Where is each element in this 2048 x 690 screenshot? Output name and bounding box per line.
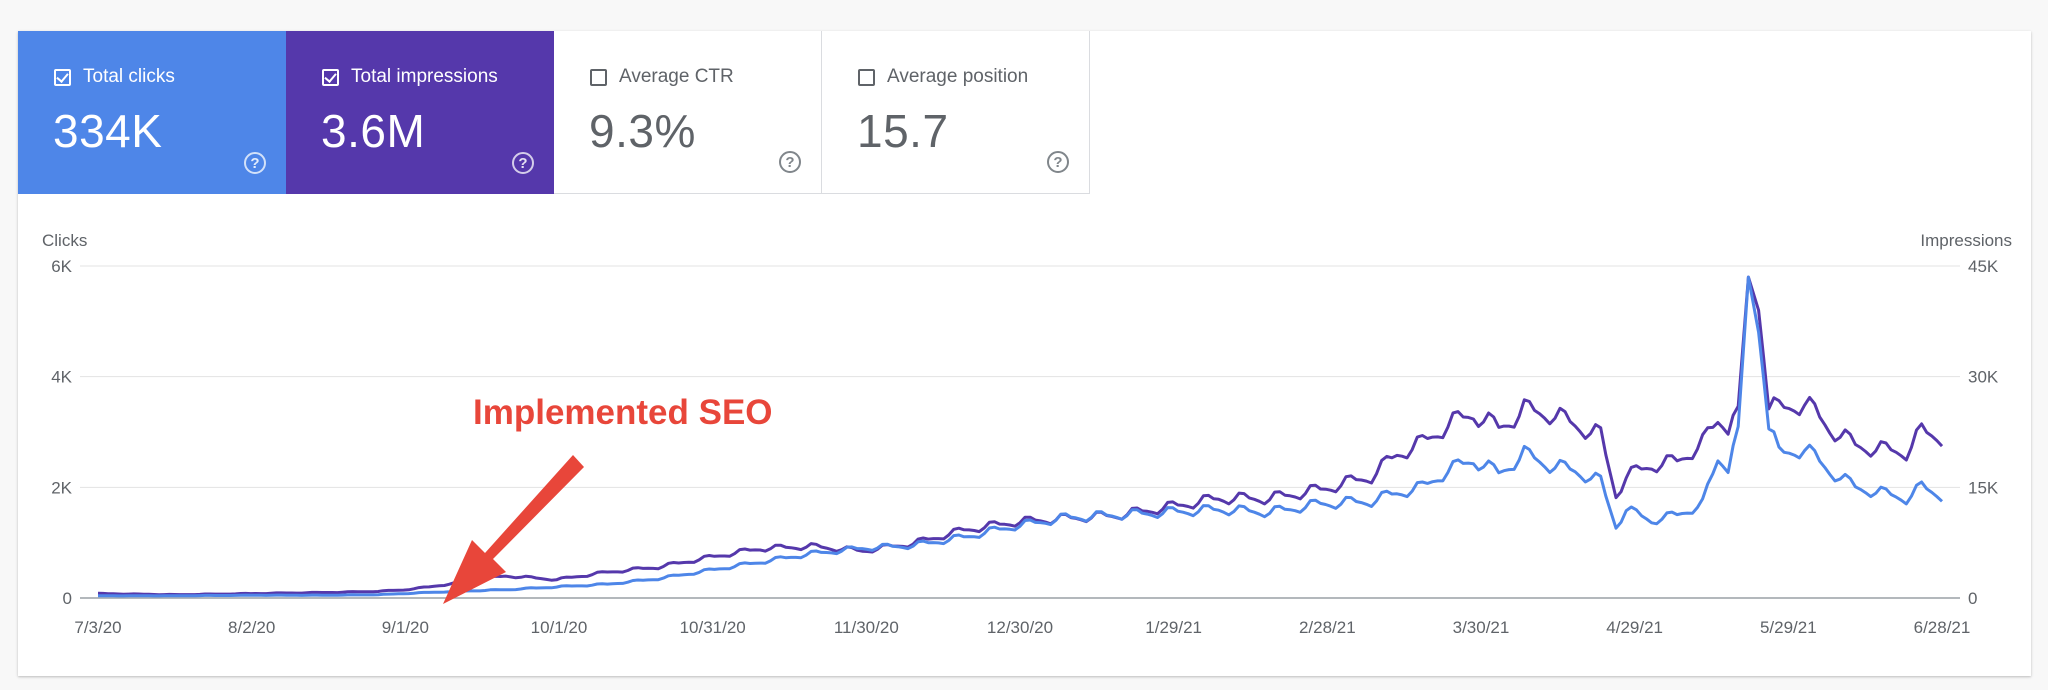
performance-chart: Clicks Impressions 0 0 2K 15K 4K 30K 6K 45K 7/3/… <box>18 31 2031 676</box>
card-label: Average position <box>887 66 1029 87</box>
annotation-arrow-icon <box>443 455 584 604</box>
checked-checkbox-icon[interactable] <box>322 68 339 86</box>
right-tick-label: 15K <box>1968 478 1999 497</box>
card-value: 15.7 <box>857 105 949 157</box>
x-tick-label: 7/3/20 <box>74 618 121 637</box>
clicks-line <box>98 275 1944 598</box>
chart-svg: Clicks Impressions 0 0 2K 15K 4K 30K 6K 45K 7/3/… <box>42 231 2012 637</box>
unchecked-checkbox-icon[interactable] <box>858 68 875 86</box>
x-tick-label: 11/30/20 <box>834 618 899 637</box>
annotation-label: Implemented SEO <box>473 393 773 432</box>
card-value: 3.6M <box>321 105 426 157</box>
x-tick-label: 4/29/21 <box>1606 618 1663 637</box>
chart-axes: Clicks Impressions 0 0 2K 15K 4K 30K 6K 45K 7/3/… <box>42 231 2012 637</box>
left-tick-label: 0 <box>63 589 72 608</box>
chart-grid <box>80 265 1960 599</box>
card-label: Total impressions <box>351 66 498 87</box>
left-tick-label: 2K <box>51 478 72 497</box>
x-tick-label: 8/2/20 <box>228 618 275 637</box>
x-tick-label: 6/28/21 <box>1914 618 1971 637</box>
card-value: 334K <box>53 105 163 157</box>
card-average-position[interactable]: Average position 15.7 ? <box>822 31 1090 194</box>
x-tick-label: 9/1/20 <box>382 618 429 637</box>
impressions-line <box>97 275 1944 597</box>
x-tick-label: 10/31/20 <box>680 618 746 637</box>
card-total-clicks[interactable]: Total clicks 334K ? <box>18 31 286 194</box>
card-label: Average CTR <box>619 66 734 87</box>
chart-series <box>97 275 1944 598</box>
card-label: Total clicks <box>83 66 175 87</box>
card-header: Average CTR <box>590 67 734 87</box>
metric-cards: Total clicks 334K ? Total impressions 3.… <box>18 31 1090 194</box>
right-tick-label: 0 <box>1968 589 1977 608</box>
annotation: Implemented SEO <box>443 393 773 604</box>
help-icon[interactable]: ? <box>1047 151 1069 173</box>
x-tick-label: 12/30/20 <box>987 618 1053 637</box>
right-axis-title: Impressions <box>1920 231 2012 250</box>
help-icon[interactable]: ? <box>244 152 266 174</box>
checked-checkbox-icon[interactable] <box>54 68 71 86</box>
left-tick-label: 6K <box>51 257 72 276</box>
x-tick-label: 10/1/20 <box>531 618 588 637</box>
help-icon[interactable]: ? <box>512 152 534 174</box>
card-header: Average position <box>858 67 1028 87</box>
x-tick-label: 1/29/21 <box>1145 618 1202 637</box>
card-value: 9.3% <box>589 105 696 157</box>
performance-panel: Total clicks 334K ? Total impressions 3.… <box>18 31 2031 676</box>
card-average-ctr[interactable]: Average CTR 9.3% ? <box>554 31 822 194</box>
left-tick-label: 4K <box>51 368 72 387</box>
unchecked-checkbox-icon[interactable] <box>590 68 607 86</box>
x-tick-label: 2/28/21 <box>1299 618 1356 637</box>
card-total-impressions[interactable]: Total impressions 3.6M ? <box>286 31 554 194</box>
x-tick-label: 3/30/21 <box>1453 618 1510 637</box>
left-axis-title: Clicks <box>42 231 87 250</box>
right-tick-label: 45K <box>1968 257 1999 276</box>
help-icon[interactable]: ? <box>779 151 801 173</box>
card-header: Total impressions <box>322 67 498 87</box>
card-header: Total clicks <box>54 67 175 87</box>
right-tick-label: 30K <box>1968 368 1999 387</box>
x-tick-label: 5/29/21 <box>1760 618 1817 637</box>
